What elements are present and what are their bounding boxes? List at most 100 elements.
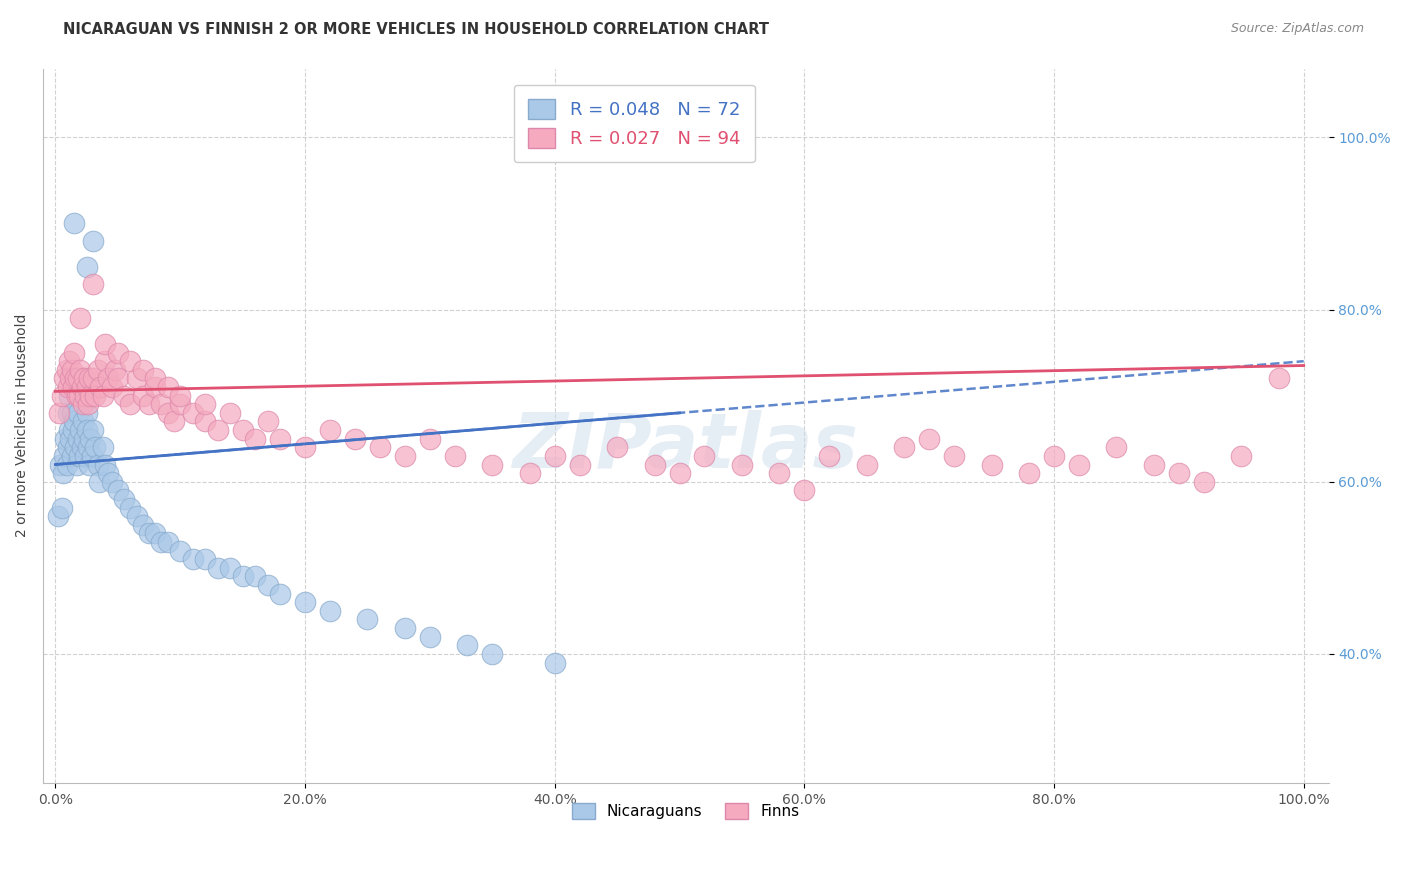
Point (76, 440, 98, 454)
Point (69, 363, 91, 377)
Point (51, 389, 73, 403)
Point (72, 371, 94, 385)
Point (169, 397, 191, 411)
Point (69, 423, 91, 437)
Point (62, 380, 84, 394)
Point (60, 406, 83, 420)
Point (76, 380, 98, 394)
Point (76, 260, 98, 274)
Point (1267, 371, 1289, 385)
Point (51, 500, 73, 515)
Text: NICARAGUAN VS FINNISH 2 OR MORE VEHICLES IN HOUSEHOLD CORRELATION CHART: NICARAGUAN VS FINNISH 2 OR MORE VEHICLES… (63, 22, 769, 37)
Point (53, 449, 76, 463)
Point (52, 466, 75, 480)
Point (65, 440, 87, 454)
Point (82, 277, 104, 291)
Point (87, 363, 110, 377)
Point (343, 432, 366, 446)
Point (72, 415, 94, 429)
Point (120, 397, 142, 411)
Point (82, 234, 104, 248)
Point (76, 423, 98, 437)
Point (294, 595, 316, 609)
Text: Source: ZipAtlas.com: Source: ZipAtlas.com (1230, 22, 1364, 36)
Point (79, 432, 101, 446)
Point (72, 397, 94, 411)
Point (77, 458, 100, 472)
Point (232, 423, 254, 437)
Point (1018, 466, 1040, 480)
Point (58, 423, 80, 437)
Point (943, 449, 966, 463)
Point (63, 371, 86, 385)
Point (100, 475, 122, 489)
Point (56, 406, 79, 420)
Point (481, 647, 503, 661)
Point (69, 311, 91, 326)
Point (66, 371, 89, 385)
Point (77, 371, 100, 385)
Point (1105, 440, 1128, 454)
Point (91, 389, 114, 403)
Point (156, 535, 179, 549)
Point (855, 458, 877, 472)
Point (143, 371, 166, 385)
Point (107, 483, 129, 498)
Point (55, 363, 77, 377)
Point (294, 440, 316, 454)
Y-axis label: 2 or more Vehicles in Household: 2 or more Vehicles in Household (15, 314, 30, 538)
Point (394, 621, 416, 635)
Point (243, 569, 266, 583)
Point (207, 423, 229, 437)
Point (56, 440, 79, 454)
Point (138, 397, 160, 411)
Point (79, 389, 101, 403)
Point (568, 458, 591, 472)
Point (82, 371, 104, 385)
Point (60, 363, 83, 377)
Point (58, 354, 80, 368)
Point (62, 423, 84, 437)
Point (65, 389, 87, 403)
Point (63, 415, 86, 429)
Point (56, 380, 79, 394)
Point (356, 612, 378, 626)
Point (107, 345, 129, 359)
Point (1192, 475, 1215, 489)
Point (59, 432, 82, 446)
Point (519, 466, 541, 480)
Point (394, 449, 416, 463)
Point (60, 449, 83, 463)
Point (94, 337, 117, 351)
Point (120, 500, 142, 515)
Point (84, 440, 107, 454)
Point (269, 587, 291, 601)
Point (893, 440, 915, 454)
Point (143, 526, 166, 541)
Point (125, 371, 148, 385)
Point (181, 406, 204, 420)
Point (644, 458, 666, 472)
Point (125, 509, 148, 524)
Point (269, 432, 291, 446)
Point (66, 432, 89, 446)
Point (67, 449, 90, 463)
Point (818, 449, 841, 463)
Point (65, 371, 87, 385)
Point (80, 449, 103, 463)
Point (169, 543, 191, 558)
Point (256, 578, 278, 592)
Point (67, 389, 90, 403)
Point (181, 552, 204, 566)
Point (87, 475, 110, 489)
Point (70, 380, 93, 394)
Point (48, 406, 70, 420)
Point (668, 466, 690, 480)
Point (120, 354, 142, 368)
Point (76, 397, 98, 411)
Point (1043, 449, 1066, 463)
Point (194, 415, 217, 429)
Point (793, 483, 815, 498)
Point (107, 371, 129, 385)
Point (419, 630, 441, 644)
